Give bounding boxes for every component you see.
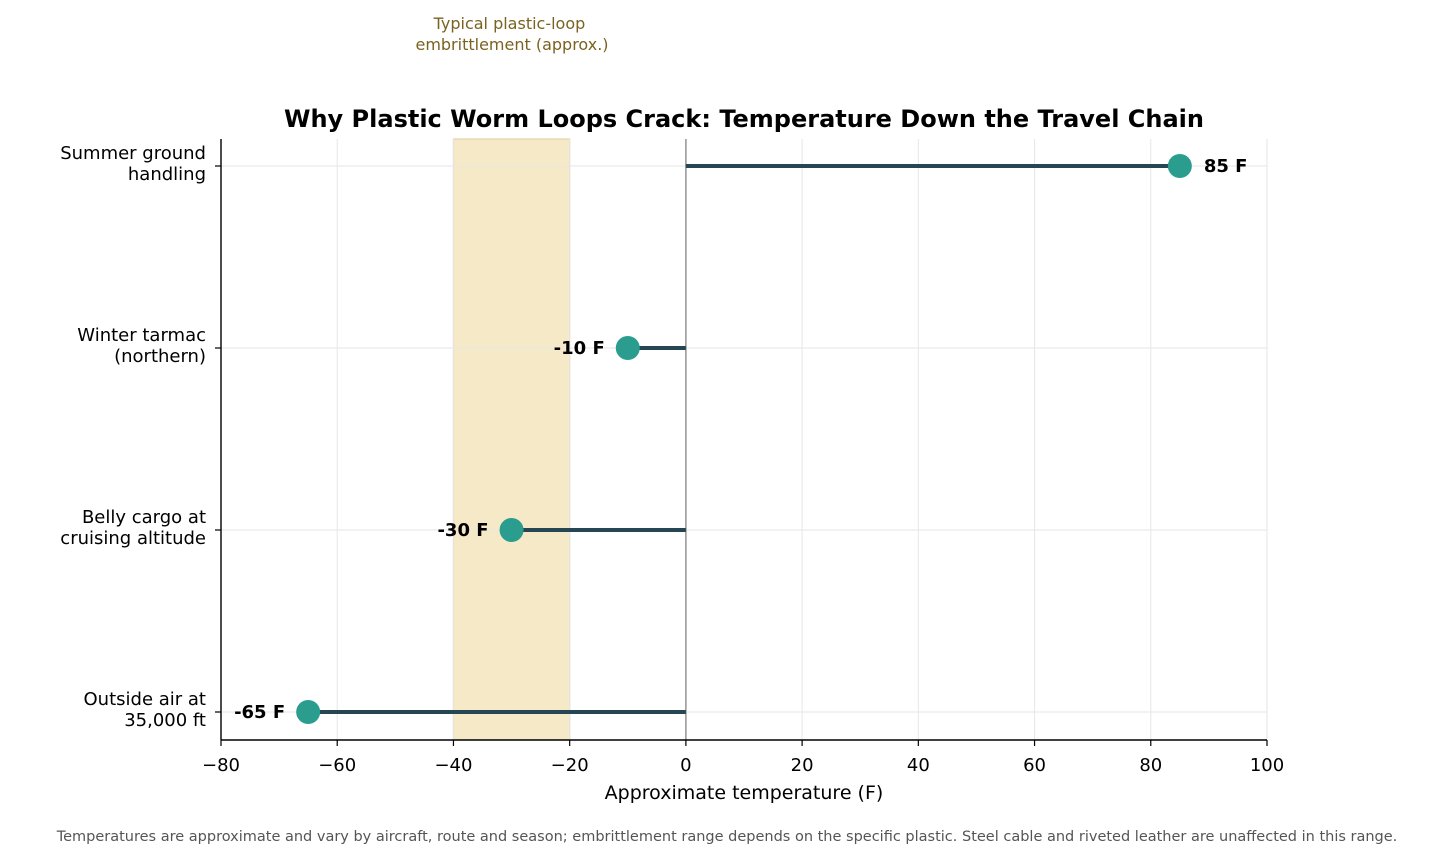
category-label-0: Summer ground handling <box>60 143 206 185</box>
x-tick-label-6: 40 <box>907 755 930 776</box>
x-tick-label-2: −40 <box>434 755 472 776</box>
category-label-0-line-1: handling <box>128 164 206 185</box>
x-tick-label-3: −20 <box>551 755 589 776</box>
marks-layer: 85 F -10 F -30 F -65 F <box>234 154 1247 724</box>
embrittlement-band-label-line-1: Typical plastic-loop <box>433 14 586 33</box>
marker-0 <box>1167 154 1192 178</box>
x-tick-label-7: 60 <box>1023 755 1046 776</box>
x-axis-title: Approximate temperature (F) <box>605 782 884 804</box>
marker-1 <box>615 336 640 360</box>
x-tick-label-9: 100 <box>1250 755 1284 776</box>
category-label-3-line-0: Outside air at <box>84 689 206 710</box>
x-tick-label-0: −80 <box>202 755 240 776</box>
value-label-2: -30 F <box>437 520 488 541</box>
x-tick-label-8: 80 <box>1139 755 1162 776</box>
embrittlement-band-label-line-2: embrittlement (approx.) <box>415 35 608 54</box>
category-label-1: Winter tarmac (northern) <box>77 325 206 367</box>
value-label-0: 85 F <box>1204 156 1248 177</box>
category-label-2: Belly cargo at cruising altitude <box>60 507 206 549</box>
embrittlement-band-label: Typical plastic-loop embrittlement (appr… <box>415 14 608 54</box>
footnote: Temperatures are approximate and vary by… <box>56 829 1398 845</box>
category-label-3: Outside air at 35,000 ft <box>84 689 206 731</box>
category-label-2-line-1: cruising altitude <box>60 528 206 549</box>
category-label-3-line-1: 35,000 ft <box>124 710 206 731</box>
category-label-1-line-0: Winter tarmac <box>77 325 206 346</box>
x-tick-label-4: 0 <box>680 755 691 776</box>
category-label-0-line-0: Summer ground <box>60 143 206 164</box>
x-tick-label-1: −60 <box>318 755 356 776</box>
marker-2 <box>499 518 524 542</box>
x-tick-label-5: 20 <box>791 755 814 776</box>
category-label-2-line-0: Belly cargo at <box>82 507 206 528</box>
value-label-3: -65 F <box>234 702 285 723</box>
grid-layer <box>220 139 1268 740</box>
category-label-1-line-1: (northern) <box>114 346 206 367</box>
axis-layer: −80 −60 −40 −20 0 20 40 60 80 100 Summer ground han… <box>60 139 1284 776</box>
chart-title: Why Plastic Worm Loops Crack: Temperatur… <box>284 105 1204 133</box>
embrittlement-band-layer <box>452 138 571 741</box>
embrittlement-band <box>452 138 571 741</box>
value-label-1: -10 F <box>554 338 605 359</box>
marker-3 <box>296 700 321 724</box>
